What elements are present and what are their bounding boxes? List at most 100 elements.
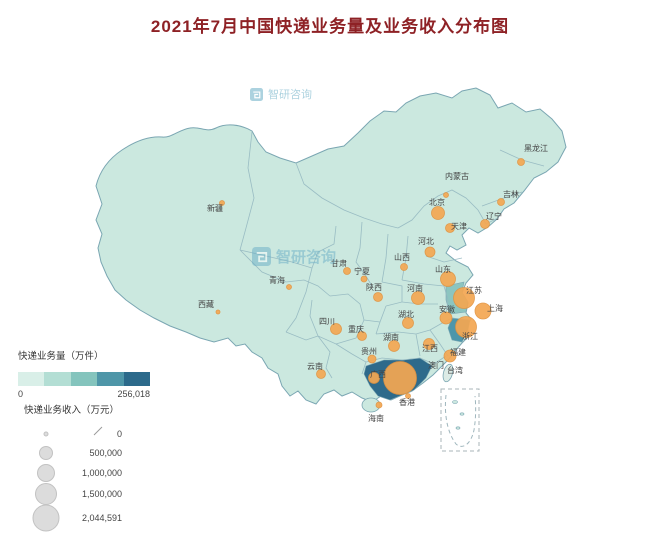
chart-title: 2021年7月中国快递业务量及业务收入分布图 — [150, 17, 510, 36]
bubble-北京[interactable] — [431, 206, 445, 220]
bubble-上海[interactable] — [474, 302, 492, 320]
bubble-浙江[interactable] — [455, 316, 477, 338]
volume-legend-title: 快递业务量（万件） — [18, 351, 104, 362]
province-label-陕西: 陕西 — [366, 282, 382, 292]
province-label-山西: 山西 — [394, 252, 410, 262]
revenue-legend-title: 快递业务收入（万元） — [24, 405, 120, 416]
province-label-内蒙古: 内蒙古 — [445, 171, 469, 181]
bubble-青海[interactable] — [286, 284, 292, 290]
province-label-新疆: 新疆 — [207, 203, 223, 213]
zhiyan-logo-icon — [250, 87, 263, 101]
bubble-西藏[interactable] — [215, 309, 221, 315]
province-label-河南: 河南 — [407, 283, 423, 293]
province-label-北京: 北京 — [429, 197, 445, 207]
taiwan-island-shape[interactable] — [441, 363, 454, 383]
bubble-湖南[interactable] — [388, 340, 400, 352]
revenue-legend-circle — [32, 504, 60, 532]
volume-color-scale[interactable] — [18, 372, 151, 386]
bubble-湖北[interactable] — [402, 317, 414, 329]
province-label-贵州: 贵州 — [361, 346, 377, 356]
bubble-辽宁[interactable] — [480, 219, 490, 229]
revenue-legend-circle — [43, 431, 49, 437]
volume-min-label: 0 — [18, 389, 24, 399]
revenue-legend-circle — [39, 446, 53, 460]
bubble-广东[interactable] — [383, 361, 417, 395]
inset-island — [455, 426, 461, 430]
bubble-贵州[interactable] — [367, 354, 377, 364]
volume-scale-step — [123, 372, 151, 386]
bubble-黑龙江[interactable] — [517, 158, 525, 166]
revenue-legend: 快递业务收入（万元） 0 500,000 1,000,000 1,500,000 2,0… — [18, 402, 158, 536]
province-label-上海: 上海 — [487, 303, 503, 313]
province-label-浙江: 浙江 — [462, 331, 478, 341]
revenue-legend-circle — [37, 464, 55, 482]
province-label-重庆: 重庆 — [348, 324, 364, 334]
bubble-河北[interactable] — [424, 246, 436, 258]
province-label-湖北: 湖北 — [398, 310, 414, 319]
bubble-宁夏[interactable] — [360, 275, 368, 283]
province-label-四川: 四川 — [319, 317, 335, 326]
revenue-legend-label: 2,044,591 — [82, 513, 122, 523]
bubble-甘肃[interactable] — [343, 267, 351, 275]
volume-scale-step — [18, 372, 45, 386]
bubble-吉林[interactable] — [497, 198, 505, 206]
bubble-广西[interactable] — [368, 372, 380, 384]
inset-border — [440, 388, 480, 452]
china-map-base — [95, 87, 567, 413]
bubble-重庆[interactable] — [357, 331, 367, 341]
province-label-台湾: 台湾 — [447, 365, 463, 375]
province-label-安徽: 安徽 — [439, 304, 455, 314]
volume-scale-step — [70, 372, 98, 386]
volume-scale-step — [97, 372, 124, 386]
province-label-西藏: 西藏 — [198, 299, 214, 309]
province-label-山东: 山东 — [435, 264, 451, 274]
inset-island — [452, 400, 458, 404]
bubble-山西[interactable] — [400, 263, 408, 271]
watermark-text: 智研咨询 — [276, 249, 337, 266]
province-label-海南: 海南 — [368, 413, 384, 423]
bubble-云南[interactable] — [316, 369, 326, 379]
province-label-福建: 福建 — [450, 347, 466, 357]
revenue-legend-circle — [35, 483, 57, 505]
bubble-安徽[interactable] — [439, 311, 453, 325]
province-label-河北: 河北 — [418, 236, 434, 246]
inset-island — [459, 412, 465, 416]
province-label-吉林: 吉林 — [503, 189, 519, 199]
province-label-辽宁: 辽宁 — [486, 211, 502, 221]
province-label-澳门: 澳门 — [428, 360, 444, 370]
bubble-陕西[interactable] — [373, 292, 383, 302]
bubble-河南[interactable] — [411, 291, 425, 305]
zhiyan-logo-icon — [252, 247, 271, 266]
revenue-legend-label: 1,500,000 — [82, 489, 122, 499]
province-label-黑龙江: 黑龙江 — [524, 143, 548, 153]
bubble-内蒙古[interactable] — [443, 192, 449, 198]
revenue-legend-label: 0 — [117, 429, 122, 439]
revenue-bubbles-layer — [215, 158, 525, 409]
volume-max-label: 256,018 — [117, 389, 150, 399]
bubble-新疆[interactable] — [219, 200, 225, 206]
volume-legend: 快递业务量（万件） 0 256,018 — [18, 348, 168, 399]
revenue-legend-label: 500,000 — [89, 448, 122, 458]
province-label-香港: 香港 — [399, 397, 415, 407]
bubble-福建[interactable] — [443, 349, 457, 363]
volume-scale-ticks: 0 256,018 — [18, 389, 150, 399]
bubble-江苏[interactable] — [453, 287, 475, 309]
province-label-甘肃: 甘肃 — [331, 258, 347, 268]
province-label-天津: 天津 — [451, 221, 467, 231]
province-label-青海: 青海 — [269, 275, 285, 285]
province-label-宁夏: 宁夏 — [354, 266, 370, 276]
bubble-海南[interactable] — [375, 401, 383, 409]
revenue-legend-label: 1,000,000 — [82, 468, 122, 478]
bubble-香港[interactable] — [405, 393, 411, 399]
volume-scale-step — [44, 372, 71, 386]
bubble-天津[interactable] — [445, 223, 455, 233]
watermark-text: 智研咨询 — [268, 89, 312, 101]
bubble-江西[interactable] — [423, 338, 435, 350]
bubble-四川[interactable] — [330, 323, 342, 335]
bubble-山东[interactable] — [440, 271, 456, 287]
province-label-湖南: 湖南 — [383, 332, 399, 342]
legend-leader-line — [93, 426, 103, 436]
